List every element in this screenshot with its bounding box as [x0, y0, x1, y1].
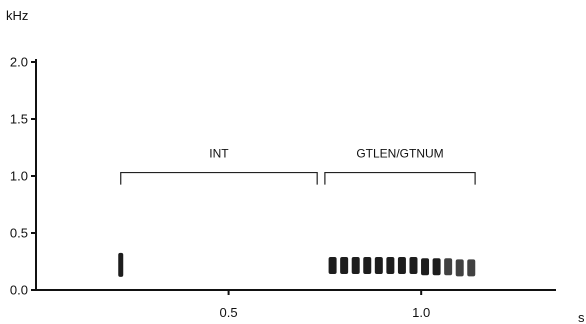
note-mark [374, 257, 383, 275]
y-axis-ticks: 0.0 0.5 1.0 1.5 2.0 [10, 55, 36, 298]
y-tick-label: 1.0 [10, 169, 28, 184]
note-mark [328, 257, 337, 275]
y-tick-label: 0.0 [10, 283, 28, 298]
annotation-label: GTLEN/GTNUM [356, 147, 443, 161]
annotation-label: INT [209, 147, 229, 161]
note-mark [421, 258, 430, 276]
note-mark [397, 257, 406, 275]
x-axis-unit-label: s [578, 310, 585, 324]
note-mark [455, 259, 464, 277]
annotation-bracket [324, 171, 476, 185]
y-axis-unit-label: kHz [6, 8, 28, 23]
y-tick-label: 0.5 [10, 226, 28, 241]
x-tick-label: 1.0 [412, 305, 430, 320]
note-mark [386, 257, 395, 275]
y-tick-label: 2.0 [10, 55, 28, 70]
call-notes [118, 252, 476, 277]
note-mark [340, 257, 349, 275]
note-mark [444, 258, 453, 276]
annotation-bracket [120, 171, 318, 185]
note-mark [467, 259, 476, 277]
note-mark [363, 257, 372, 275]
y-tick-label: 1.5 [10, 112, 28, 127]
x-axis-ticks: 0.5 1.0 [220, 290, 430, 320]
note-mark [409, 257, 418, 275]
note-mark [351, 257, 360, 275]
annotation-brackets: INT GTLEN/GTNUM [120, 147, 476, 185]
x-tick-label: 0.5 [220, 305, 238, 320]
note-mark [118, 252, 124, 277]
note-mark [432, 258, 441, 276]
